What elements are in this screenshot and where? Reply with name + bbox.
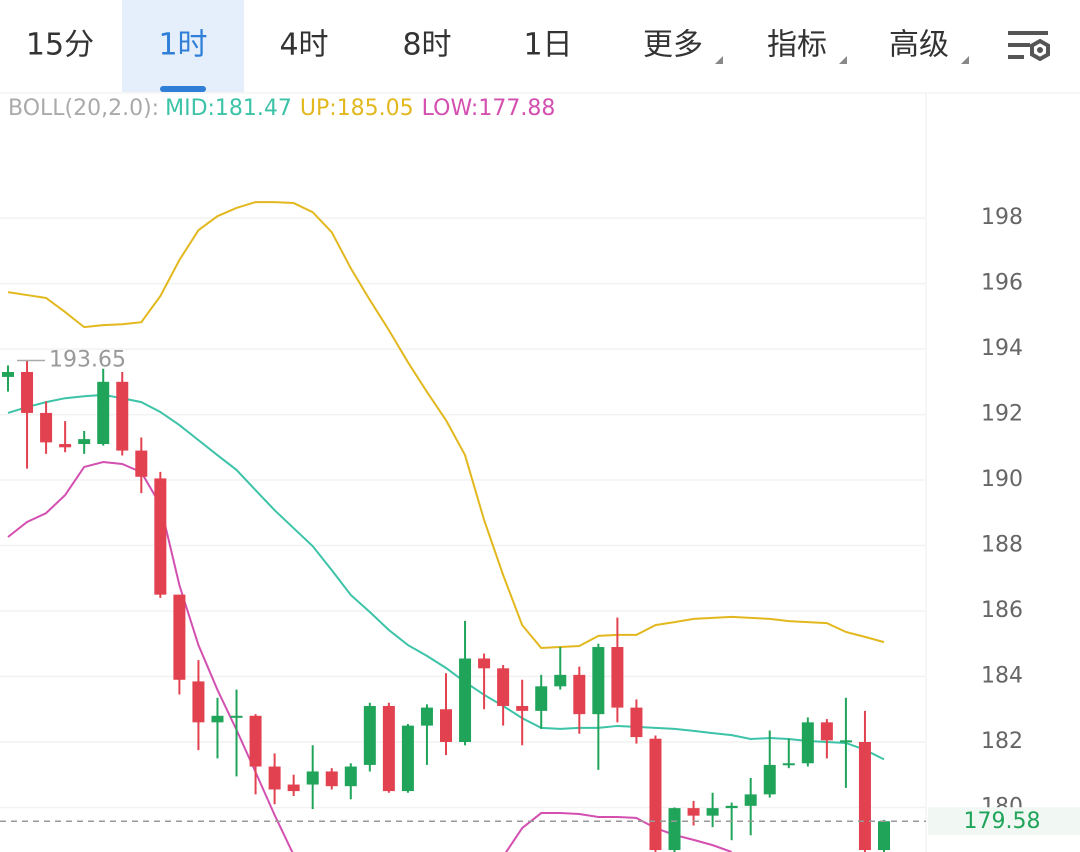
candle-body [839, 740, 852, 743]
candle-body [97, 381, 110, 445]
candle-body [744, 794, 757, 806]
candle-body [725, 805, 738, 809]
boll-line [7, 201, 885, 650]
tab[interactable]: 指标 [767, 28, 827, 63]
y-tick-label: 188 [981, 533, 1023, 558]
candle-body [687, 808, 700, 816]
candle-body [21, 371, 34, 413]
candle-body [268, 766, 281, 790]
candle-body [497, 668, 510, 706]
y-tick-label: 184 [981, 664, 1023, 689]
y-tick-label: 194 [981, 336, 1023, 361]
candle-body [535, 686, 548, 711]
candle-body [592, 647, 605, 715]
y-tick-label: 198 [981, 205, 1023, 230]
candle-body [382, 705, 395, 792]
active-tab-bg [122, 0, 244, 92]
candle-body [211, 715, 224, 723]
tab[interactable]: 1时 [158, 28, 207, 63]
tab[interactable]: 4时 [279, 28, 328, 63]
candle-body [344, 766, 357, 787]
y-tick-label: 182 [981, 729, 1023, 754]
active-tab-indicator [160, 86, 206, 92]
tab[interactable]: 更多 [643, 28, 703, 63]
indicator-legend: BOLL(20,2.0): MID:181.47 UP:185.05 LOW:177.… [8, 96, 555, 121]
settings-icon[interactable] [1008, 31, 1050, 62]
y-tick-label: 190 [981, 467, 1023, 492]
candle-body [116, 381, 129, 451]
candle-body [478, 658, 491, 669]
tab[interactable]: 8时 [402, 28, 451, 63]
last-price-box [928, 807, 1080, 836]
candle-body [192, 681, 205, 723]
candle-body [154, 478, 167, 595]
y-tick-label: 196 [981, 271, 1023, 296]
dropdown-arrow [715, 56, 723, 64]
candle-body [363, 705, 376, 765]
candle-body [325, 771, 338, 787]
y-tick-label: 186 [981, 598, 1023, 623]
tab[interactable]: 高级 [889, 28, 949, 63]
candle-body [249, 715, 262, 767]
candle-body [782, 763, 795, 766]
y-tick-label: 192 [981, 402, 1023, 427]
candle-body [2, 371, 14, 377]
candle-body [649, 738, 662, 851]
candle-body [401, 725, 414, 792]
legend-item: UP:185.05 [300, 96, 414, 121]
candle-body [858, 741, 871, 851]
candle-body [459, 658, 472, 742]
boll-line [7, 393, 885, 761]
candle-body [420, 707, 433, 726]
candle-body [630, 707, 643, 738]
candle-body [173, 594, 186, 680]
candle-body [554, 674, 567, 687]
max-label: 193.65 [49, 348, 126, 373]
candle-body [611, 647, 624, 708]
candle-body [706, 808, 719, 816]
legend-item: LOW:177.88 [422, 96, 556, 121]
candle-body [59, 444, 72, 448]
tab[interactable]: 1日 [523, 28, 572, 63]
tab[interactable]: 15分 [26, 28, 94, 63]
candle-body [40, 412, 53, 443]
dropdown-arrow [961, 56, 969, 64]
legend-item: MID:181.47 [165, 96, 292, 121]
candle-body [516, 705, 529, 711]
candle-body [820, 722, 833, 741]
candle-body [287, 784, 300, 792]
candle-body [230, 715, 243, 718]
candle-body [440, 709, 452, 742]
candle-body [668, 808, 681, 851]
candle-body [78, 439, 91, 445]
candle-body [801, 722, 814, 764]
candle-body [763, 764, 776, 795]
candle-body [135, 450, 148, 477]
candle-body [573, 674, 586, 715]
legend-item: BOLL(20,2.0): [8, 96, 159, 121]
dropdown-arrow [839, 56, 847, 64]
candle-body [306, 771, 319, 785]
last-price-label: 179.58 [964, 809, 1041, 834]
candle-body [878, 821, 890, 851]
